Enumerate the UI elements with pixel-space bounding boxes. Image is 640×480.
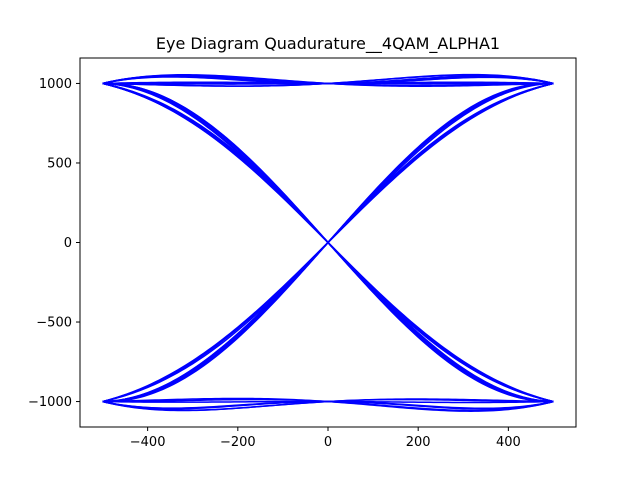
x-axis: −400 −200 0 200 400: [130, 427, 521, 450]
y-tick-label: −500: [36, 316, 72, 331]
x-tick-label: 200: [406, 435, 431, 450]
y-axis: 1000 500 0 −500 −1000: [28, 77, 80, 410]
eye-trace: [102, 82, 554, 403]
x-tick-label: −400: [130, 435, 166, 450]
chart-title: Eye Diagram Quadurature__4QAM_ALPHA1: [156, 34, 500, 54]
y-tick-label: 1000: [39, 77, 72, 92]
x-tick-label: 400: [496, 435, 521, 450]
y-tick-label: 500: [47, 156, 72, 171]
eye-trace: [102, 398, 554, 412]
eye-traces: [102, 73, 554, 412]
x-tick-label: −200: [220, 435, 256, 450]
eye-trace: [102, 75, 554, 85]
y-tick-label: 0: [64, 236, 72, 251]
y-tick-label: −1000: [28, 395, 72, 410]
x-tick-label: 0: [324, 435, 332, 450]
